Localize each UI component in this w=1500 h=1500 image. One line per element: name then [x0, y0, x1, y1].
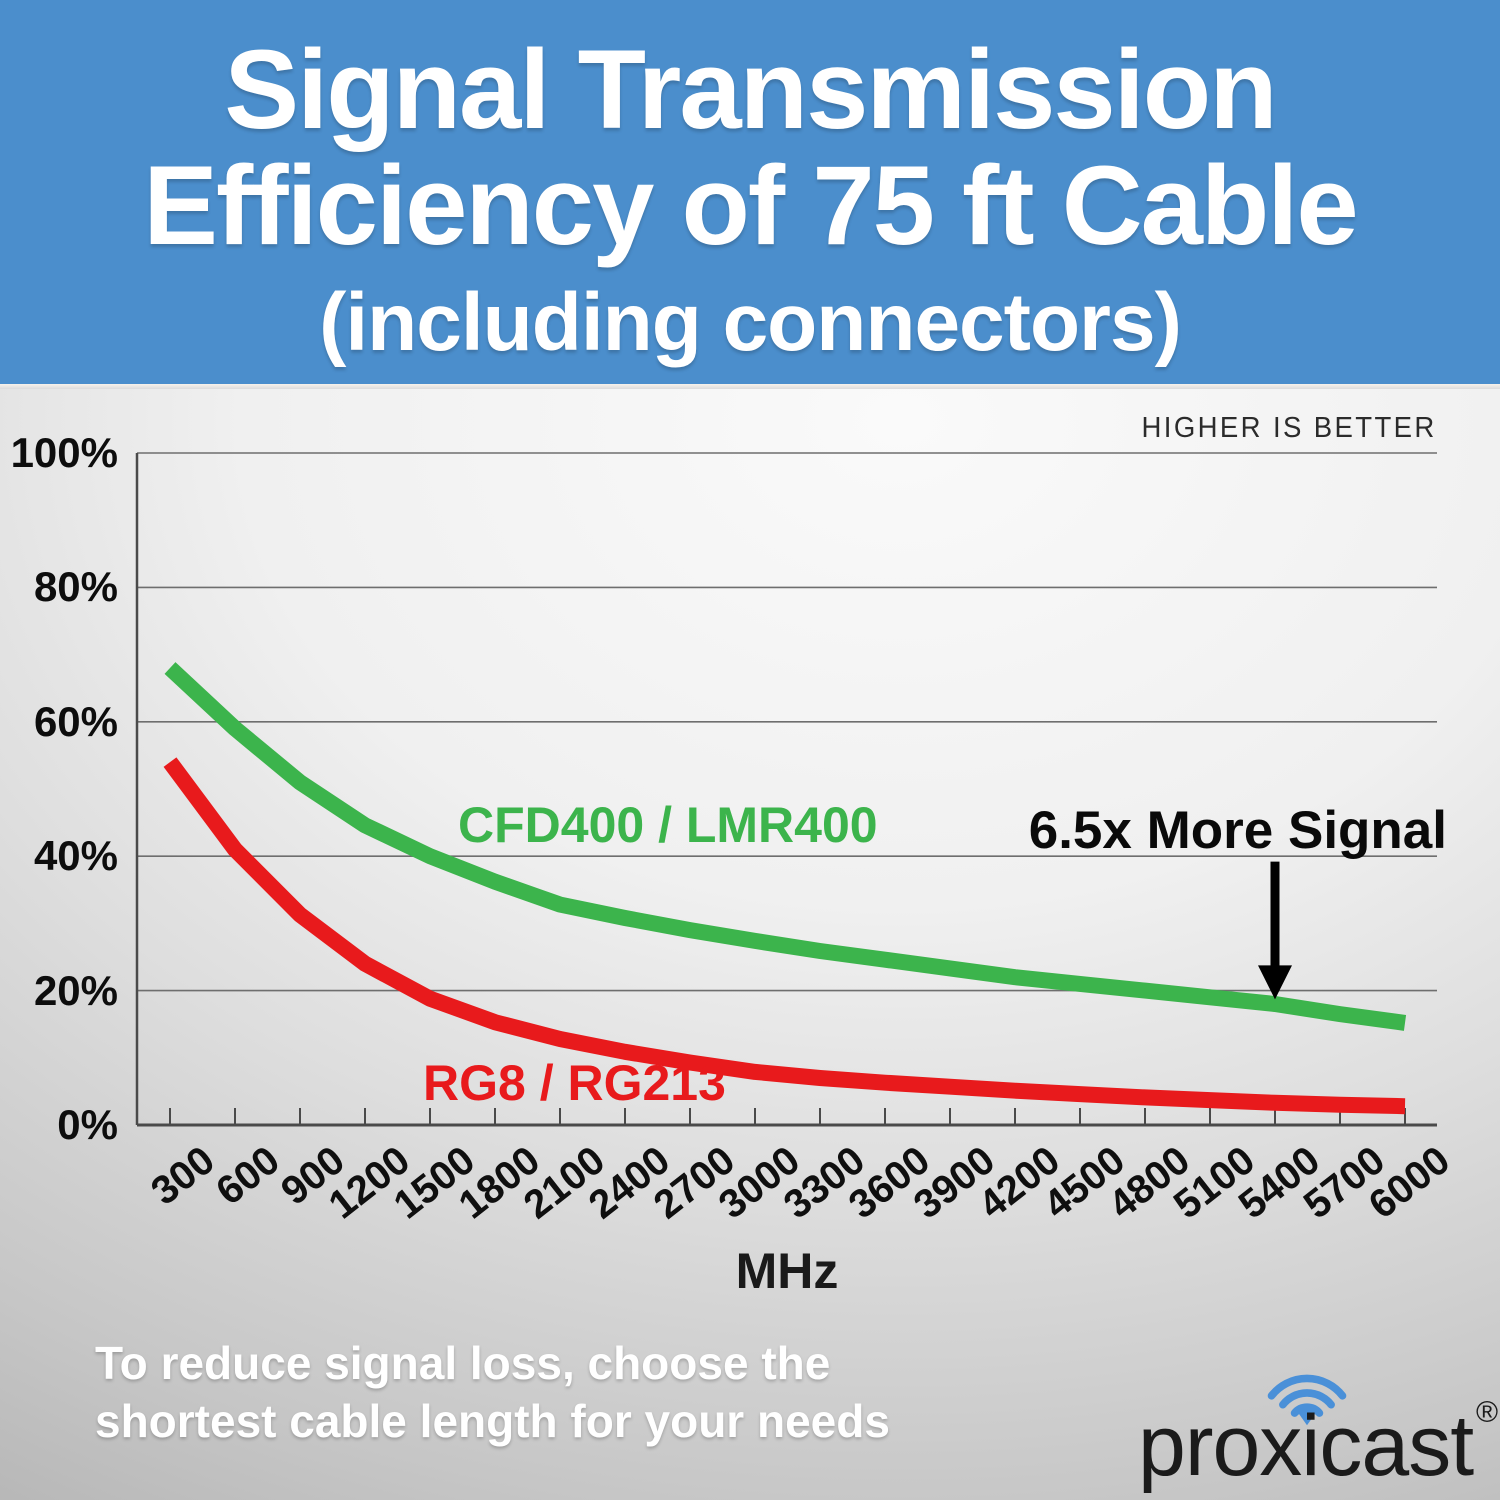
series-line-cfd400-lmr400	[164, 662, 1407, 1031]
series-line-rg8-rg213	[163, 757, 1406, 1115]
page-title-line1: Signal Transmission	[224, 27, 1277, 152]
x-axis-unit-label: MHz	[735, 1243, 839, 1299]
y-tick-label: 80%	[33, 563, 118, 611]
page-title-line2: Efficiency of 75 ft Cable	[143, 143, 1358, 268]
series-label-rg8-rg213: RG8 / RG213	[423, 1055, 726, 1111]
y-tick-label: 60%	[33, 697, 118, 745]
wifi-icon	[1267, 1374, 1347, 1426]
higher-is-better-note: HIGHER IS BETTER	[1141, 412, 1437, 444]
footer-line-2: shortest cable length for your needs	[95, 1395, 890, 1447]
footer-advice-text: To reduce signal loss, choose the shorte…	[95, 1334, 890, 1450]
header-divider	[0, 384, 1500, 389]
y-tick-label: 0%	[57, 1101, 118, 1148]
y-tick-label: 20%	[33, 966, 118, 1014]
registered-mark: ®	[1476, 1396, 1499, 1429]
brand-name: proxicast	[1138, 1398, 1474, 1494]
brand-logo: proxicast ®	[1138, 1330, 1498, 1500]
y-tick-label: 40%	[33, 832, 118, 880]
series-label-cfd400-lmr400: CFD400 / LMR400	[458, 797, 878, 853]
page-subtitle: (including connectors)	[319, 277, 1182, 368]
footer-line-1: To reduce signal loss, choose the	[95, 1337, 831, 1389]
header-banner: Signal Transmission Efficiency of 75 ft …	[0, 0, 1500, 384]
y-tick-label: 100%	[10, 429, 118, 476]
annotation-arrow-head	[1258, 965, 1292, 1000]
annotation-more-signal: 6.5x More Signal	[1028, 801, 1447, 860]
